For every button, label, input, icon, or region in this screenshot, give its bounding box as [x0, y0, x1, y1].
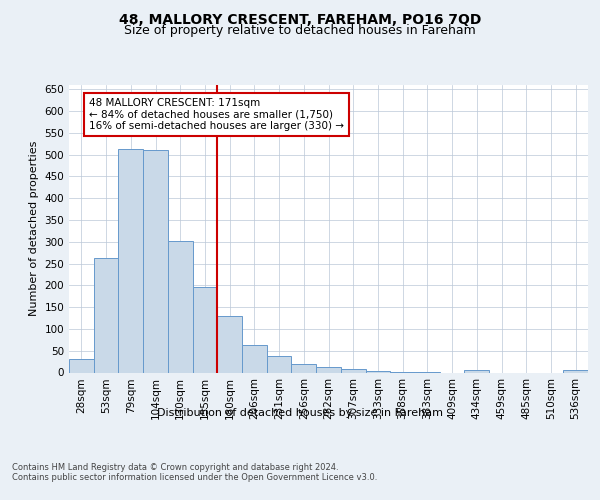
Bar	[143, 150, 168, 372]
Y-axis label: Number of detached properties: Number of detached properties	[29, 141, 39, 316]
Bar	[193, 287, 217, 372]
Bar	[563, 370, 588, 372]
Bar	[267, 356, 292, 372]
Bar	[341, 370, 365, 372]
Bar	[94, 258, 118, 372]
Text: Distribution of detached houses by size in Fareham: Distribution of detached houses by size …	[157, 408, 443, 418]
Text: Contains public sector information licensed under the Open Government Licence v3: Contains public sector information licen…	[12, 472, 377, 482]
Bar	[118, 149, 143, 372]
Text: 48, MALLORY CRESCENT, FAREHAM, PO16 7QD: 48, MALLORY CRESCENT, FAREHAM, PO16 7QD	[119, 12, 481, 26]
Bar	[316, 367, 341, 372]
Bar	[217, 316, 242, 372]
Bar	[69, 360, 94, 372]
Bar	[365, 371, 390, 372]
Bar	[464, 370, 489, 372]
Bar	[292, 364, 316, 372]
Text: Contains HM Land Registry data © Crown copyright and database right 2024.: Contains HM Land Registry data © Crown c…	[12, 462, 338, 471]
Text: Size of property relative to detached houses in Fareham: Size of property relative to detached ho…	[124, 24, 476, 37]
Bar	[168, 241, 193, 372]
Text: 48 MALLORY CRESCENT: 171sqm
← 84% of detached houses are smaller (1,750)
16% of : 48 MALLORY CRESCENT: 171sqm ← 84% of det…	[89, 98, 344, 132]
Bar	[242, 345, 267, 372]
